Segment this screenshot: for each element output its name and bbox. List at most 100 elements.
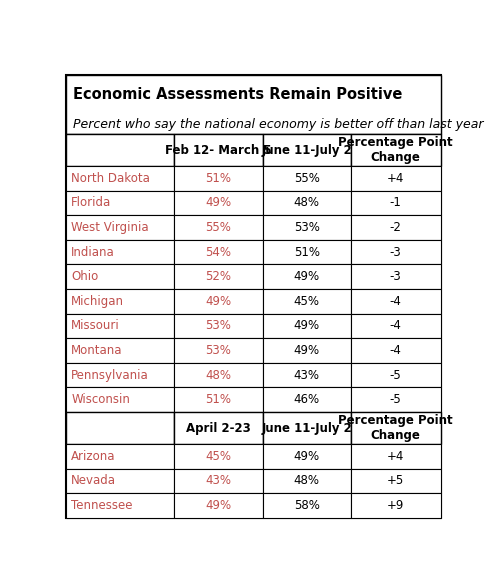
Text: Percentage Point
Change: Percentage Point Change — [338, 136, 453, 164]
Text: -5: -5 — [390, 393, 402, 406]
Text: -5: -5 — [390, 369, 402, 382]
Text: Arizona: Arizona — [71, 450, 116, 463]
Bar — [351, 444, 441, 468]
Bar — [262, 444, 351, 468]
Text: 48%: 48% — [206, 369, 232, 382]
Bar — [66, 387, 174, 412]
Bar — [66, 240, 174, 265]
Bar — [351, 134, 441, 166]
Text: 49%: 49% — [206, 197, 232, 210]
Bar — [262, 191, 351, 215]
Bar — [262, 363, 351, 387]
Bar — [262, 265, 351, 289]
Text: -4: -4 — [390, 319, 402, 332]
Bar — [66, 363, 174, 387]
Text: 49%: 49% — [293, 450, 320, 463]
Bar — [351, 468, 441, 493]
Bar — [66, 338, 174, 363]
Bar — [262, 412, 351, 444]
Bar — [66, 493, 174, 518]
Text: 48%: 48% — [293, 197, 320, 210]
Text: 49%: 49% — [293, 270, 320, 284]
Text: Tennessee: Tennessee — [71, 499, 133, 512]
Text: Florida: Florida — [71, 197, 112, 210]
Bar — [66, 265, 174, 289]
Bar — [66, 166, 174, 191]
Text: April 2-23: April 2-23 — [186, 421, 251, 434]
Text: Feb 12- March 5: Feb 12- March 5 — [165, 143, 272, 157]
Text: 45%: 45% — [206, 450, 232, 463]
Bar — [174, 338, 262, 363]
Text: -2: -2 — [390, 221, 402, 234]
Bar — [351, 313, 441, 338]
Bar — [174, 215, 262, 240]
Text: -3: -3 — [390, 270, 402, 284]
Bar — [262, 387, 351, 412]
Text: 52%: 52% — [206, 270, 232, 284]
Bar — [262, 338, 351, 363]
Bar — [262, 166, 351, 191]
Bar — [351, 387, 441, 412]
Text: Percent who say the national economy is better off than last year: Percent who say the national economy is … — [73, 117, 484, 131]
Bar — [174, 444, 262, 468]
Bar — [174, 240, 262, 265]
Text: 51%: 51% — [206, 172, 232, 185]
Bar — [262, 289, 351, 313]
Bar — [351, 412, 441, 444]
Bar — [351, 289, 441, 313]
Bar — [174, 387, 262, 412]
Bar — [174, 363, 262, 387]
Text: West Virginia: West Virginia — [71, 221, 149, 234]
Bar — [351, 265, 441, 289]
Bar — [174, 289, 262, 313]
Text: Nevada: Nevada — [71, 474, 116, 487]
Bar — [174, 313, 262, 338]
Text: 53%: 53% — [206, 344, 231, 357]
Bar — [262, 240, 351, 265]
Bar — [174, 412, 262, 444]
Text: +9: +9 — [387, 499, 405, 512]
Text: North Dakota: North Dakota — [71, 172, 150, 185]
Bar — [262, 493, 351, 518]
Text: 53%: 53% — [294, 221, 320, 234]
Text: June 11-July 2: June 11-July 2 — [261, 143, 352, 157]
Bar — [351, 240, 441, 265]
Text: Percentage Point
Change: Percentage Point Change — [338, 414, 453, 442]
Text: 49%: 49% — [293, 319, 320, 332]
Text: Missouri: Missouri — [71, 319, 120, 332]
Text: -4: -4 — [390, 344, 402, 357]
Bar — [351, 363, 441, 387]
Bar — [66, 134, 174, 166]
Text: 51%: 51% — [206, 393, 232, 406]
Text: Montana: Montana — [71, 344, 123, 357]
Bar — [66, 75, 441, 134]
Bar — [351, 191, 441, 215]
Text: 55%: 55% — [206, 221, 231, 234]
Bar — [262, 134, 351, 166]
Bar — [351, 493, 441, 518]
Text: -1: -1 — [390, 197, 402, 210]
Bar — [174, 493, 262, 518]
Text: Michigan: Michigan — [71, 295, 124, 308]
Bar — [262, 215, 351, 240]
Bar — [351, 338, 441, 363]
Text: 53%: 53% — [206, 319, 231, 332]
Text: 55%: 55% — [294, 172, 320, 185]
Text: 51%: 51% — [293, 245, 320, 259]
Text: 43%: 43% — [293, 369, 320, 382]
Bar — [262, 313, 351, 338]
Text: +5: +5 — [387, 474, 405, 487]
Bar — [66, 289, 174, 313]
Text: 49%: 49% — [293, 344, 320, 357]
Text: Pennsylvania: Pennsylvania — [71, 369, 149, 382]
Text: -3: -3 — [390, 245, 402, 259]
Bar — [174, 134, 262, 166]
Bar — [66, 444, 174, 468]
Bar — [174, 191, 262, 215]
Text: Economic Assessments Remain Positive: Economic Assessments Remain Positive — [73, 87, 403, 102]
Text: +4: +4 — [387, 450, 405, 463]
Bar — [66, 412, 174, 444]
Text: 49%: 49% — [206, 499, 232, 512]
Text: 54%: 54% — [206, 245, 232, 259]
Text: +4: +4 — [387, 172, 405, 185]
